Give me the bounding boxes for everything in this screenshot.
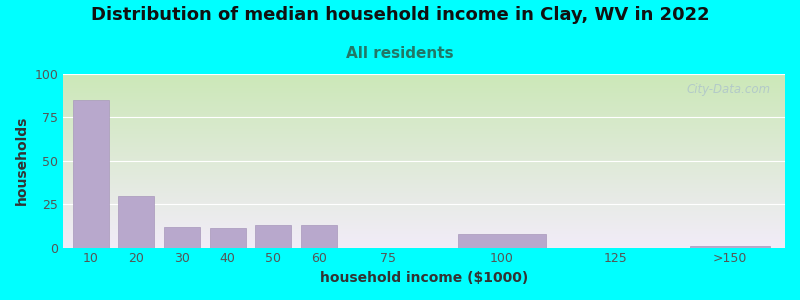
Bar xyxy=(210,229,246,247)
X-axis label: household income ($1000): household income ($1000) xyxy=(320,271,528,285)
Bar xyxy=(458,234,546,248)
Text: City-Data.com: City-Data.com xyxy=(686,83,770,96)
Bar xyxy=(690,246,770,248)
Bar xyxy=(73,100,109,248)
Bar xyxy=(118,196,154,247)
Text: Distribution of median household income in Clay, WV in 2022: Distribution of median household income … xyxy=(90,6,710,24)
Bar xyxy=(301,225,337,248)
Y-axis label: households: households xyxy=(15,116,29,206)
Bar xyxy=(255,225,291,248)
Text: All residents: All residents xyxy=(346,46,454,62)
Bar xyxy=(164,227,200,248)
